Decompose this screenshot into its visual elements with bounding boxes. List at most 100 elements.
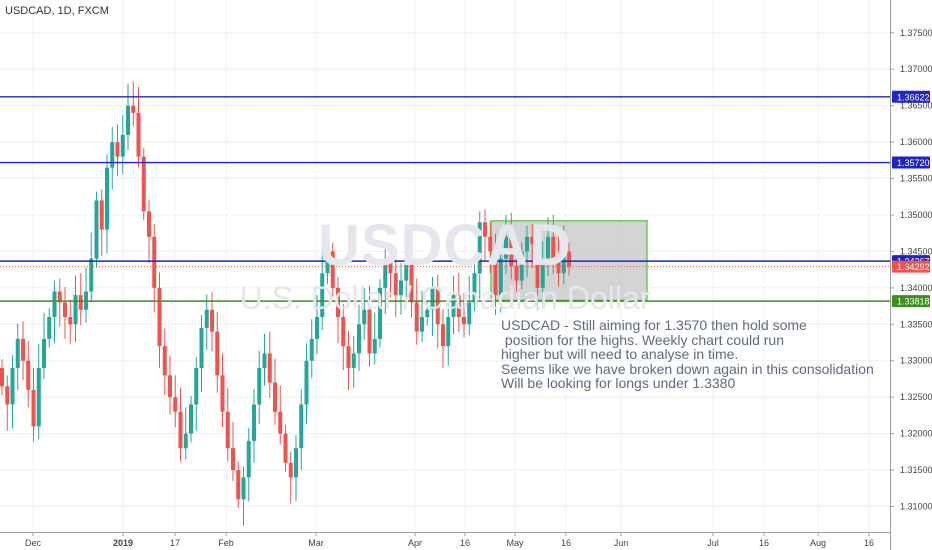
candle-body[interactable] <box>288 462 293 478</box>
candle-body[interactable] <box>530 236 535 245</box>
candle-body[interactable] <box>467 302 472 325</box>
candle-body[interactable] <box>383 258 388 288</box>
candle-body[interactable] <box>147 211 151 237</box>
candle-body[interactable] <box>220 375 225 412</box>
candle-body[interactable] <box>299 404 304 449</box>
candle-body[interactable] <box>315 317 319 339</box>
candle-body[interactable] <box>5 386 10 405</box>
candle-body[interactable] <box>420 317 424 332</box>
candle-body[interactable] <box>451 295 456 318</box>
candle-body[interactable] <box>273 382 277 412</box>
candle-body[interactable] <box>362 309 367 325</box>
candle-body[interactable] <box>336 287 340 318</box>
candle-body[interactable] <box>509 236 514 266</box>
candle-body[interactable] <box>483 222 487 237</box>
candle-body[interactable] <box>42 338 46 369</box>
candle-body[interactable] <box>546 236 550 259</box>
candle-body[interactable] <box>330 251 335 288</box>
candle-body[interactable] <box>0 368 4 387</box>
candle-body[interactable] <box>404 258 409 281</box>
candle-body[interactable] <box>131 105 136 113</box>
candle-body[interactable] <box>52 291 57 318</box>
candle-body[interactable] <box>94 200 99 259</box>
candle-body[interactable] <box>68 317 73 325</box>
candle-body[interactable] <box>388 258 393 274</box>
candle-body[interactable] <box>351 353 356 369</box>
candle-body[interactable] <box>535 244 540 288</box>
candle-body[interactable] <box>430 287 435 310</box>
candle-body[interactable] <box>63 302 67 318</box>
candle-body[interactable] <box>99 200 104 230</box>
candle-body[interactable] <box>294 448 298 478</box>
candle-body[interactable] <box>15 338 20 369</box>
candle-body[interactable] <box>304 360 309 405</box>
candle-body[interactable] <box>367 309 372 354</box>
candle-body[interactable] <box>189 404 193 434</box>
candle-body[interactable] <box>241 477 246 500</box>
candle-body[interactable] <box>183 433 188 449</box>
candle-body[interactable] <box>78 295 83 310</box>
candle-body[interactable] <box>399 280 403 296</box>
candle-body[interactable] <box>477 222 482 274</box>
candle-body[interactable] <box>320 273 325 318</box>
candle-body[interactable] <box>567 251 571 267</box>
candle-body[interactable] <box>341 317 346 347</box>
candle-body[interactable] <box>194 368 199 405</box>
candle-body[interactable] <box>162 346 167 376</box>
candle-body[interactable] <box>257 368 262 405</box>
candle-body[interactable] <box>120 134 125 157</box>
candle-body[interactable] <box>47 317 52 339</box>
candle-body[interactable] <box>31 389 36 427</box>
annotation-text[interactable]: USDCAD - Still aiming for 1.3570 then ho… <box>501 317 874 391</box>
candle-body[interactable] <box>472 273 477 303</box>
candle-body[interactable] <box>372 338 377 354</box>
candle-body[interactable] <box>435 287 440 325</box>
candle-body[interactable] <box>115 142 120 157</box>
candle-body[interactable] <box>10 368 15 405</box>
candle-body[interactable] <box>21 338 25 361</box>
candle-body[interactable] <box>252 404 256 441</box>
candle-body[interactable] <box>462 317 466 325</box>
candle-body[interactable] <box>199 327 204 369</box>
candle-body[interactable] <box>283 433 288 463</box>
candle-body[interactable] <box>246 440 251 478</box>
candle-body[interactable] <box>278 411 283 434</box>
candle-body[interactable] <box>561 251 566 274</box>
candle-body[interactable] <box>168 375 172 398</box>
candle-body[interactable] <box>105 167 109 230</box>
candle-body[interactable] <box>210 309 214 332</box>
candle-body[interactable] <box>357 324 361 354</box>
candle-body[interactable] <box>378 287 382 339</box>
candle-body[interactable] <box>540 258 545 288</box>
candle-body[interactable] <box>141 156 146 212</box>
candle-body[interactable] <box>346 346 351 369</box>
candle-body[interactable] <box>456 295 461 318</box>
candle-body[interactable] <box>446 317 451 347</box>
candle-body[interactable] <box>309 338 314 361</box>
candle-body[interactable] <box>551 236 556 259</box>
candle-body[interactable] <box>136 112 141 157</box>
candle-body[interactable] <box>262 353 267 369</box>
candle-body[interactable] <box>89 258 94 292</box>
candle-body[interactable] <box>267 353 272 383</box>
candle-body[interactable] <box>178 411 183 449</box>
candle-body[interactable] <box>173 397 178 412</box>
candle-body[interactable] <box>36 368 41 427</box>
candle-body[interactable] <box>152 236 157 288</box>
candle-body[interactable] <box>519 251 524 281</box>
candle-body[interactable] <box>126 105 130 135</box>
candle-body[interactable] <box>498 258 503 296</box>
candle-body[interactable] <box>110 142 115 168</box>
candle-body[interactable] <box>414 302 419 332</box>
candle-body[interactable] <box>231 448 235 471</box>
candle-body[interactable] <box>488 236 493 252</box>
candle-body[interactable] <box>215 331 220 376</box>
candle-body[interactable] <box>425 309 430 318</box>
candle-body[interactable] <box>525 236 529 252</box>
candle-body[interactable] <box>441 324 445 347</box>
candle-body[interactable] <box>26 360 31 390</box>
candle-body[interactable] <box>73 295 78 325</box>
candle-body[interactable] <box>225 411 230 449</box>
candle-body[interactable] <box>393 273 398 296</box>
